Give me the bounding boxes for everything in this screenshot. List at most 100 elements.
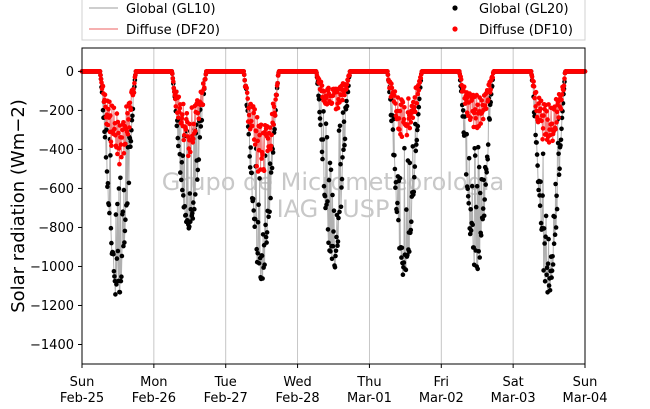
diffuse-df10-point bbox=[485, 97, 491, 103]
diffuse-df10-point bbox=[326, 85, 331, 91]
diffuse-df10-point bbox=[531, 84, 537, 89]
global-gl20-point bbox=[534, 140, 539, 145]
diffuse-df10-point bbox=[251, 110, 256, 116]
x-tick-label-day-4: Thu bbox=[356, 375, 381, 390]
global-gl20-point bbox=[122, 228, 128, 234]
diffuse-df10-point bbox=[241, 72, 247, 78]
diffuse-df10-point bbox=[554, 109, 560, 115]
global-gl20-point bbox=[401, 260, 407, 265]
diffuse-df10-point bbox=[125, 111, 130, 116]
global-gl20-point bbox=[178, 170, 183, 175]
diffuse-df10-point bbox=[329, 100, 335, 106]
global-gl20-point bbox=[320, 156, 325, 162]
global-gl20-point bbox=[476, 164, 482, 170]
global-gl20-point bbox=[248, 145, 253, 150]
diffuse-df10-point bbox=[472, 107, 478, 112]
global-gl20-point bbox=[105, 181, 111, 186]
global-gl20-point bbox=[462, 114, 468, 119]
diffuse-df10-point bbox=[202, 85, 207, 90]
diffuse-df10-point bbox=[538, 98, 544, 104]
global-gl20-point bbox=[123, 217, 128, 222]
watermark-line-1: Grupo de Micrometeorologia bbox=[162, 168, 504, 196]
diffuse-df10-point bbox=[411, 99, 416, 105]
global-gl20-point bbox=[335, 243, 340, 248]
global-gl20-point bbox=[556, 172, 562, 177]
global-gl20-point bbox=[114, 256, 120, 261]
global-gl20-point bbox=[120, 209, 126, 214]
global-gl20-point bbox=[108, 153, 113, 158]
global-gl20-point bbox=[394, 209, 400, 215]
diffuse-df10-point bbox=[190, 140, 196, 145]
diffuse-df10-point bbox=[248, 118, 254, 124]
watermark: Grupo de Micrometeorologia IAG - USP bbox=[162, 168, 504, 223]
diffuse-df10-point bbox=[105, 122, 111, 128]
global-gl20-point bbox=[538, 220, 544, 226]
global-gl20-point bbox=[390, 113, 395, 118]
diffuse-df10-point bbox=[126, 117, 131, 122]
global-gl20-point bbox=[417, 96, 422, 102]
diffuse-df10-point bbox=[181, 137, 187, 143]
diffuse-df10-point bbox=[479, 98, 485, 103]
global-gl20-point bbox=[550, 262, 556, 267]
diffuse-df10-point bbox=[392, 93, 397, 98]
global-gl20-point bbox=[556, 151, 561, 157]
global-gl20-point bbox=[117, 290, 123, 295]
grid-lines bbox=[153, 48, 514, 364]
global-gl20-point bbox=[415, 127, 420, 133]
diffuse-df10-point bbox=[128, 107, 134, 113]
global-gl20-point bbox=[549, 275, 554, 280]
diffuse-df10-point bbox=[393, 101, 398, 106]
global-gl20-point bbox=[180, 187, 185, 193]
diffuse-df10-point bbox=[265, 136, 271, 141]
diffuse-df10-point bbox=[529, 74, 535, 80]
global-gl20-point bbox=[256, 202, 261, 207]
global-gl20-point bbox=[333, 253, 338, 259]
global-gl20-point bbox=[264, 230, 270, 235]
y-tick-label-6: −1200 bbox=[30, 299, 74, 314]
diffuse-df10-point bbox=[117, 161, 122, 167]
global-gl20-point bbox=[334, 234, 339, 240]
legend-swatch-global-gl20 bbox=[452, 5, 458, 11]
diffuse-df10-point bbox=[389, 81, 394, 86]
global-gl20-point bbox=[247, 154, 252, 159]
diffuse-df10-point bbox=[268, 147, 273, 152]
diffuse-df10-point bbox=[532, 95, 537, 101]
global-gl20-point bbox=[113, 212, 119, 217]
diffuse-df10-point bbox=[251, 137, 257, 142]
global-gl20-point bbox=[267, 161, 273, 166]
global-gl20-point bbox=[102, 134, 108, 140]
global-gl20-point bbox=[121, 187, 127, 193]
diffuse-df10-point bbox=[176, 94, 182, 100]
diffuse-df10-point bbox=[119, 135, 125, 140]
diffuse-df10-point bbox=[344, 82, 350, 87]
global-gl20-point bbox=[103, 155, 109, 160]
diffuse-df10-point bbox=[121, 151, 127, 156]
diffuse-df10-point bbox=[179, 116, 185, 121]
global-gl20-point bbox=[540, 193, 545, 198]
diffuse-df10-point bbox=[558, 106, 564, 112]
diffuse-df10-point bbox=[318, 79, 324, 85]
global-gl20-point bbox=[474, 183, 480, 189]
global-gl20-point bbox=[179, 177, 184, 183]
global-gl20-point bbox=[484, 170, 490, 175]
global-gl20-point bbox=[268, 195, 273, 201]
global-gl20-point bbox=[409, 219, 414, 224]
global-gl20-point bbox=[331, 229, 336, 234]
global-gl20-point bbox=[119, 274, 124, 280]
diffuse-df10-point bbox=[171, 85, 177, 91]
diffuse-df10-point bbox=[181, 101, 186, 107]
global-gl20-point bbox=[328, 249, 333, 254]
y-axis: 0 −200 −400 −600 −800 −1000 −1200 −1400 bbox=[30, 65, 82, 353]
diffuse-df10-point bbox=[187, 121, 193, 127]
global-gl20-point bbox=[100, 107, 106, 113]
global-gl20-point bbox=[128, 144, 133, 149]
global-gl20-point bbox=[126, 180, 132, 186]
diffuse-df10-point bbox=[253, 128, 259, 134]
global-gl20-point bbox=[318, 122, 323, 128]
global-gl20-point bbox=[252, 216, 258, 222]
global-gl20-point bbox=[557, 166, 562, 171]
diffuse-df10-point bbox=[410, 115, 416, 121]
global-gl20-point bbox=[553, 225, 559, 230]
diffuse-df10-point bbox=[246, 112, 252, 118]
global-gl20-point bbox=[247, 165, 253, 170]
